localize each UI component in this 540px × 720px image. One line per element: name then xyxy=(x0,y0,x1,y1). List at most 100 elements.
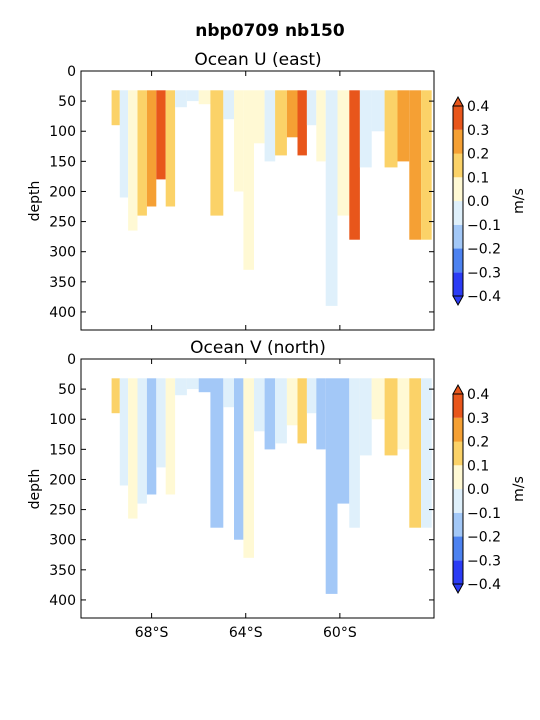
panel-ocean-u-yaxis: 0 50 100 150 200 250 300 350 400 xyxy=(49,64,434,321)
panel-ocean-v-ylabel: depth xyxy=(27,469,43,510)
colorbar-tick-label: −0.1 xyxy=(467,218,501,234)
data-column xyxy=(264,378,276,450)
y-tick-label: 300 xyxy=(49,245,76,261)
data-column xyxy=(223,90,234,120)
data-column xyxy=(297,90,307,156)
colorbar-segment xyxy=(453,153,463,178)
data-column xyxy=(397,378,410,450)
y-tick-label: 400 xyxy=(49,593,76,609)
panel-ocean-v-plot xyxy=(111,378,432,594)
data-column xyxy=(254,90,265,144)
colorbar-tick-label: 0.0 xyxy=(467,482,489,498)
colorbar-segment xyxy=(453,417,463,442)
colorbar-frame xyxy=(452,393,464,585)
colorbar-segment xyxy=(453,106,463,130)
data-column xyxy=(337,378,350,504)
data-column xyxy=(421,378,432,528)
data-column xyxy=(128,90,138,231)
data-column xyxy=(146,378,157,495)
colorbar-segment xyxy=(453,536,463,561)
figure-title: nbp0709 nb150 xyxy=(195,21,345,41)
panel-ocean-u-xaxis xyxy=(151,71,341,330)
data-column xyxy=(137,90,147,216)
y-tick-label: 400 xyxy=(49,305,76,321)
data-column xyxy=(128,378,138,519)
colorbar-tick-label: 0.4 xyxy=(467,387,489,403)
y-tick-label: 0 xyxy=(67,352,76,368)
panel-ocean-u-colorbar-label: m/s xyxy=(511,188,527,214)
colorbar-segment xyxy=(453,224,463,249)
data-column xyxy=(146,90,157,207)
data-column xyxy=(156,378,166,468)
colorbar-segment xyxy=(453,560,463,585)
data-column xyxy=(306,378,317,414)
data-column xyxy=(349,90,360,240)
colorbar-extend-top xyxy=(452,383,464,395)
data-column xyxy=(137,378,147,504)
colorbar-tick-label: −0.1 xyxy=(467,506,501,522)
data-column xyxy=(306,90,317,126)
data-column xyxy=(186,90,199,102)
colorbar-tick-label: 0.2 xyxy=(467,435,489,451)
data-column xyxy=(297,378,307,444)
data-column xyxy=(210,90,224,216)
colorbar-tick-label: −0.2 xyxy=(467,530,501,546)
data-column xyxy=(156,90,166,180)
colorbar-segment xyxy=(453,441,463,466)
colorbar-extend-bottom xyxy=(452,295,464,307)
y-tick-label: 350 xyxy=(49,275,76,291)
data-column xyxy=(198,378,211,393)
panel-ocean-u-plot xyxy=(111,90,432,306)
data-column xyxy=(371,90,385,132)
panel-ocean-v-colorbar-label: m/s xyxy=(511,476,527,502)
data-column xyxy=(264,90,276,162)
data-column xyxy=(111,378,120,414)
colorbar-tick-label: −0.2 xyxy=(467,242,501,258)
data-column xyxy=(198,90,211,105)
data-column xyxy=(165,378,176,495)
colorbar-frame xyxy=(452,105,464,297)
data-column xyxy=(384,378,398,456)
data-column xyxy=(175,378,187,396)
y-tick-label: 50 xyxy=(58,94,76,110)
panel-ocean-u-colorbar: −0.4 −0.3 −0.2 −0.1 0.0 0.1 0.2 0.3 0.4 xyxy=(452,95,501,307)
data-column xyxy=(371,378,385,420)
colorbar-segment xyxy=(453,248,463,273)
colorbar-segment xyxy=(453,394,463,418)
colorbar-tick-label: 0.3 xyxy=(467,123,489,139)
panel-ocean-v-colorbar: −0.4 −0.3 −0.2 −0.1 0.0 0.1 0.2 0.3 0.4 xyxy=(452,383,501,595)
panel-ocean-u-title: Ocean U (east) xyxy=(194,50,321,70)
panel-ocean-u: Ocean U (east) depth 0 50 100 150 200 250 300 3… xyxy=(27,50,527,331)
data-column xyxy=(254,378,265,432)
colorbar-tick-label: 0.3 xyxy=(467,411,489,427)
data-column xyxy=(286,90,298,138)
data-column xyxy=(286,378,298,426)
colorbar-tick-label: 0.0 xyxy=(467,194,489,210)
colorbar-tick-label: 0.2 xyxy=(467,147,489,163)
data-column xyxy=(243,90,254,270)
colorbar-tick-label: −0.4 xyxy=(467,289,501,305)
data-column xyxy=(165,90,176,207)
data-column xyxy=(234,90,244,192)
colorbar-tick-label: 0.1 xyxy=(467,170,489,186)
data-column xyxy=(409,90,422,240)
data-column xyxy=(325,378,338,594)
x-tick-label: 64°S xyxy=(229,625,263,641)
data-column xyxy=(325,90,338,306)
data-column xyxy=(223,378,234,408)
panel-ocean-v-title: Ocean V (north) xyxy=(190,338,326,358)
colorbar-segment xyxy=(453,489,463,513)
y-tick-label: 250 xyxy=(49,503,76,519)
y-tick-label: 100 xyxy=(49,412,76,428)
data-column xyxy=(210,378,224,528)
x-tick-label: 68°S xyxy=(135,625,169,641)
y-tick-label: 200 xyxy=(49,184,76,200)
data-column xyxy=(175,90,187,108)
panel-ocean-v-yaxis: 0 50 100 150 200 250 300 350 400 xyxy=(49,352,434,609)
colorbar-tick-label: −0.4 xyxy=(467,577,501,593)
panel-ocean-v-frame xyxy=(80,358,435,619)
data-column xyxy=(234,378,244,540)
colorbar-segment xyxy=(453,465,463,490)
data-column xyxy=(384,90,398,168)
data-column xyxy=(316,90,326,162)
